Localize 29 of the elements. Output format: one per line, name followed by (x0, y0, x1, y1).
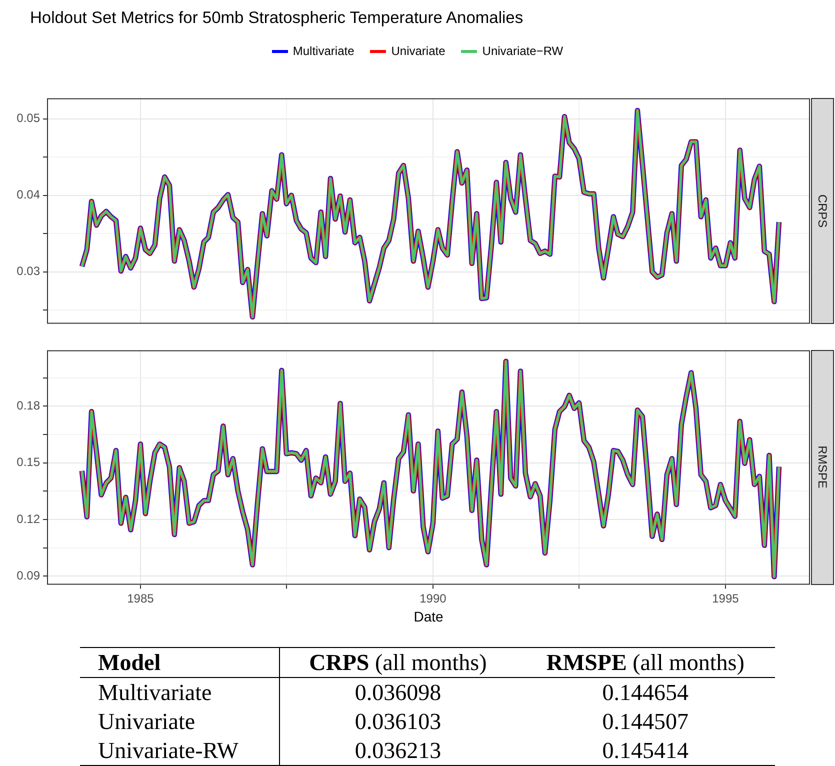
y-tick-label: 0.12 (16, 512, 40, 526)
y-tick-label: 0.09 (16, 568, 40, 582)
text: Univariate (80, 707, 280, 736)
text: 0.144507 (601, 708, 690, 736)
text: 0.036103 (354, 708, 442, 736)
text: 0.036098 (354, 679, 442, 707)
text: 0.145414 (516, 736, 775, 766)
y-axis-title: RMSPE (816, 446, 830, 489)
legend-label: Univariate−RW (482, 44, 564, 58)
chart-title: Holdout Set Metrics for 50mb Stratospheric Temperature Anomalies (30, 9, 524, 28)
text: CRPS (all months) (280, 648, 516, 678)
text: Model (98, 650, 161, 675)
text: RMSPE (all months) (516, 648, 775, 678)
y-tick-label: 0.18 (16, 398, 40, 412)
text: 0.036213 (280, 736, 516, 766)
text: Univariate-RW (80, 736, 280, 766)
y-tick-label: 0.05 (16, 111, 40, 126)
y-axis-title: CRPS (816, 194, 830, 228)
x-tick-label: 1990 (420, 591, 447, 606)
text: Multivariate (80, 678, 280, 707)
legend-label: Univariate (391, 44, 446, 58)
x-axis-title: Date (414, 608, 444, 624)
x-tick-label: 1985 (127, 591, 154, 606)
x-tick-label: 1995 (712, 591, 740, 606)
y-tick-label: 0.04 (16, 188, 40, 202)
legend-label: Multivariate (292, 44, 354, 58)
y-tick-label: 0.03 (16, 264, 40, 278)
y-tick-label: 0.15 (16, 455, 40, 470)
text: 0.144654 (601, 679, 690, 707)
